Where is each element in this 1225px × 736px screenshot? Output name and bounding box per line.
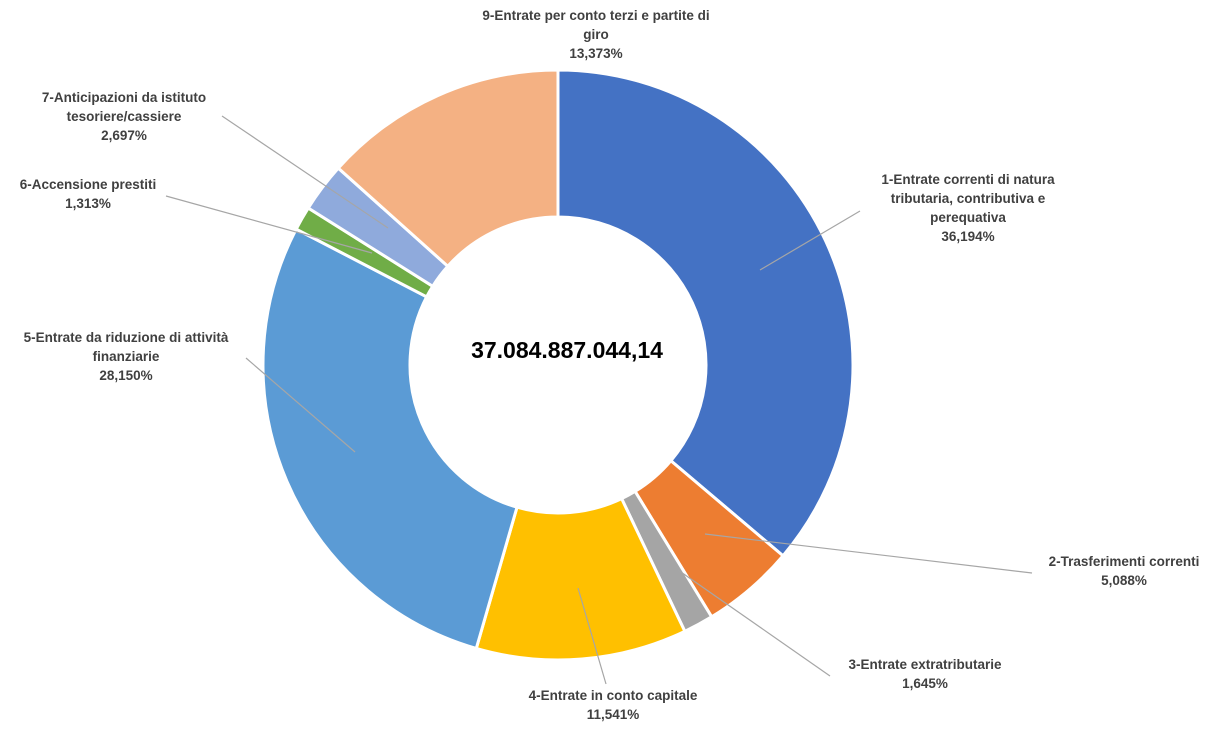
- slice-label-7-line-2: tesoriere/cassiere: [67, 109, 182, 124]
- slice-8: [336, 68, 560, 269]
- leader-line-1: [759, 210, 861, 271]
- slice-label-5-line-1: 5-Entrate da riduzione di attività: [24, 330, 229, 345]
- slice-value-8: 13,373%: [569, 46, 622, 61]
- slice-value-2: 5,088%: [1101, 573, 1147, 588]
- slice-label-4-line-1: 4-Entrate in conto capitale: [529, 688, 698, 703]
- slice-label-7-line-1: 7-Anticipazioni da istituto: [42, 90, 206, 105]
- slice-label-1-line-1: 1-Entrate correnti di natura: [881, 172, 1055, 187]
- slice-value-3: 1,645%: [902, 676, 948, 691]
- slices-group: [261, 68, 855, 662]
- slice-label-2-line-1: 2-Trasferimenti correnti: [1049, 554, 1200, 569]
- slice-value-4: 11,541%: [587, 707, 640, 722]
- slice-value-6: 1,313%: [65, 196, 111, 211]
- leader-lines-group: [165, 115, 1033, 685]
- leader-line-3: [677, 569, 831, 677]
- slice-label-6-line-1: 6-Accensione prestiti: [20, 177, 157, 192]
- slice-1: [556, 68, 855, 558]
- labels-group: 1-Entrate correnti di natura tributaria, …: [20, 8, 1200, 722]
- slice-label-8-line-2: giro: [583, 27, 609, 42]
- leader-line-2: [704, 533, 1033, 574]
- leader-line-6: [165, 195, 373, 254]
- slice-value-5: 28,150%: [99, 368, 152, 383]
- slice-5: [261, 227, 519, 651]
- slice-label-8-line-1: 9-Entrate per conto terzi e partite di: [482, 8, 709, 23]
- slice-label-1-line-2: tributaria, contributiva e: [891, 191, 1046, 206]
- center-total-label: 37.084.887.044,14: [471, 337, 663, 363]
- slice-value-7: 2,697%: [101, 128, 147, 143]
- leader-line-4: [577, 587, 607, 685]
- slice-label-1-line-3: perequativa: [930, 210, 1006, 225]
- leader-line-7: [221, 115, 389, 229]
- slice-label-5-line-2: finanziarie: [93, 349, 160, 364]
- slice-value-1: 36,194%: [941, 229, 994, 244]
- slice-label-3-line-1: 3-Entrate extratributarie: [848, 657, 1002, 672]
- leader-line-5: [245, 357, 356, 453]
